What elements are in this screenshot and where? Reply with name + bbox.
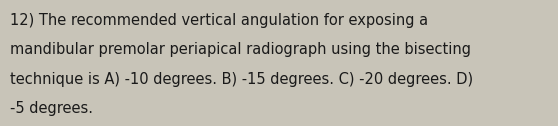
Text: 12) The recommended vertical angulation for exposing a: 12) The recommended vertical angulation … [10,13,428,28]
Text: -5 degrees.: -5 degrees. [10,101,93,116]
Text: technique is A) -10 degrees. B) -15 degrees. C) -20 degrees. D): technique is A) -10 degrees. B) -15 degr… [10,72,473,87]
Text: mandibular premolar periapical radiograph using the bisecting: mandibular premolar periapical radiograp… [10,42,471,57]
